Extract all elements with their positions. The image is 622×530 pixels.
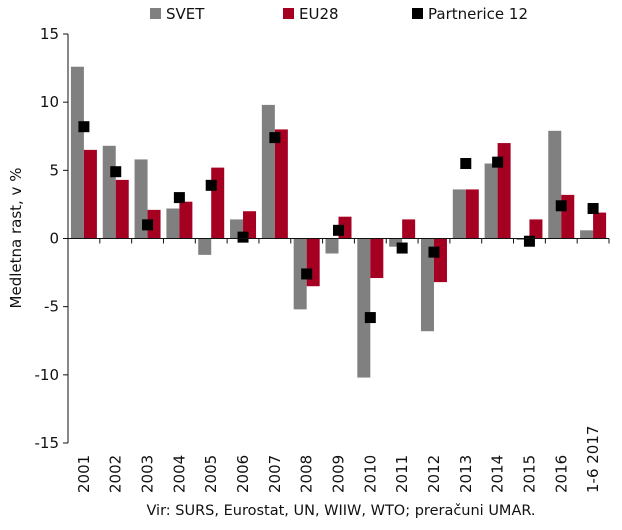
bar-svet-2011 (389, 238, 403, 247)
marker-partnerice-12-2013 (460, 158, 472, 170)
x-tick-label: 2007 (266, 455, 284, 493)
marker-partnerice-12-1-6-2017 (587, 203, 599, 215)
x-tick-label: 2011 (393, 455, 411, 493)
bar-svet-2016 (548, 130, 562, 239)
markers (78, 121, 599, 324)
marker-partnerice-12-2016 (555, 200, 567, 212)
y-tick-label: 0 (49, 230, 59, 248)
y-tick-labels: 15 10 5 0 -5 -10 -15 (35, 25, 60, 452)
y-axis-label: Medletna rast, v % (7, 168, 25, 309)
bar-svet-2008 (293, 238, 307, 310)
x-tick-label: 2006 (234, 455, 252, 493)
bar-svet-2003 (134, 159, 148, 239)
x-tick-label: 1-6 2017 (584, 426, 602, 493)
bars (70, 66, 607, 378)
y-tick-label: -5 (44, 298, 59, 316)
x-tick-label: 2005 (202, 455, 220, 493)
x-tick-label: 2016 (552, 455, 570, 493)
x-tick-label: 2014 (489, 455, 507, 493)
bar-svet-2007 (261, 104, 275, 239)
legend-swatch-eu28 (283, 8, 294, 19)
bar-svet-2012 (420, 238, 434, 332)
marker-partnerice-12-2012 (428, 246, 440, 258)
bar-svet-2002 (102, 145, 116, 239)
source-note: Vir: SURS, Eurostat, UN, WIIW, WTO; prer… (146, 503, 535, 519)
bar-eu28-2005 (211, 167, 225, 239)
x-tick-label: 2010 (361, 455, 379, 493)
marker-partnerice-12-2009 (333, 224, 344, 236)
x-tick-label: 2009 (330, 455, 348, 493)
x-tick-labels: 2001 2002 2003 2004 2005 2006 2007 2008 2009 2010… (75, 426, 602, 493)
bar-eu28-2015 (529, 219, 543, 239)
marker-partnerice-12-2005 (205, 179, 217, 191)
bar-eu28-2011 (402, 219, 416, 239)
bar-eu28-2012 (433, 238, 447, 283)
marker-partnerice-12-2001 (78, 121, 90, 133)
bar-svet-2001 (70, 66, 84, 239)
x-tick-label: 2003 (139, 455, 157, 493)
y-tick-label: -10 (35, 366, 60, 384)
axes (63, 33, 610, 444)
marker-partnerice-12-2006 (237, 231, 249, 243)
marker-partnerice-12-2008 (301, 268, 313, 280)
bar-svet-2009 (325, 238, 339, 254)
legend-swatch-svet (150, 8, 161, 19)
y-tick-label: 15 (40, 25, 59, 43)
bar-eu28-2002 (115, 179, 129, 239)
bar-svet-2005 (198, 238, 212, 255)
bar-svet-2004 (166, 208, 180, 239)
bar-eu28-2001 (83, 149, 97, 239)
x-tick-label: 2002 (107, 455, 125, 493)
bar-eu28-2013 (465, 189, 479, 239)
bar-eu28-2010 (370, 238, 384, 279)
x-tick-label: 2004 (170, 455, 188, 493)
legend-swatch-partnerice-12 (412, 8, 423, 19)
bar-svet-2014 (484, 163, 498, 239)
y-tick-label: 10 (40, 93, 59, 111)
bar-eu28-2004 (179, 201, 193, 239)
bar-svet-1-6-2017 (580, 230, 594, 239)
x-tick-label: 2015 (520, 455, 538, 493)
bar-svet-2013 (452, 189, 466, 239)
legend-label-partnerice-12: Partnerice 12 (428, 5, 528, 23)
marker-partnerice-12-2010 (364, 312, 376, 324)
marker-partnerice-12-2003 (142, 219, 154, 231)
legend-label-eu28: EU28 (299, 5, 339, 23)
bar-eu28-1-6-2017 (593, 212, 607, 239)
marker-partnerice-12-2011 (396, 242, 408, 254)
bar-svet-2015 (516, 238, 530, 240)
x-tick-label: 2008 (298, 455, 316, 493)
y-tick-label: 5 (49, 161, 59, 179)
marker-partnerice-12-2014 (492, 156, 504, 168)
x-tick-label: 2012 (425, 455, 443, 493)
x-tick-label: 2013 (457, 455, 475, 493)
marker-partnerice-12-2004 (173, 192, 185, 204)
legend: SVET EU28 Partnerice 12 (150, 5, 528, 23)
marker-partnerice-12-2015 (523, 235, 535, 247)
legend-label-svet: SVET (166, 5, 205, 23)
bar-eu28-2003 (147, 209, 161, 239)
bar-eu28-2007 (274, 129, 288, 239)
x-tick-label: 2001 (75, 455, 93, 493)
bar-svet-2010 (357, 238, 371, 378)
marker-partnerice-12-2007 (269, 132, 281, 144)
y-tick-label: -15 (35, 434, 60, 452)
marker-partnerice-12-2002 (110, 166, 122, 178)
